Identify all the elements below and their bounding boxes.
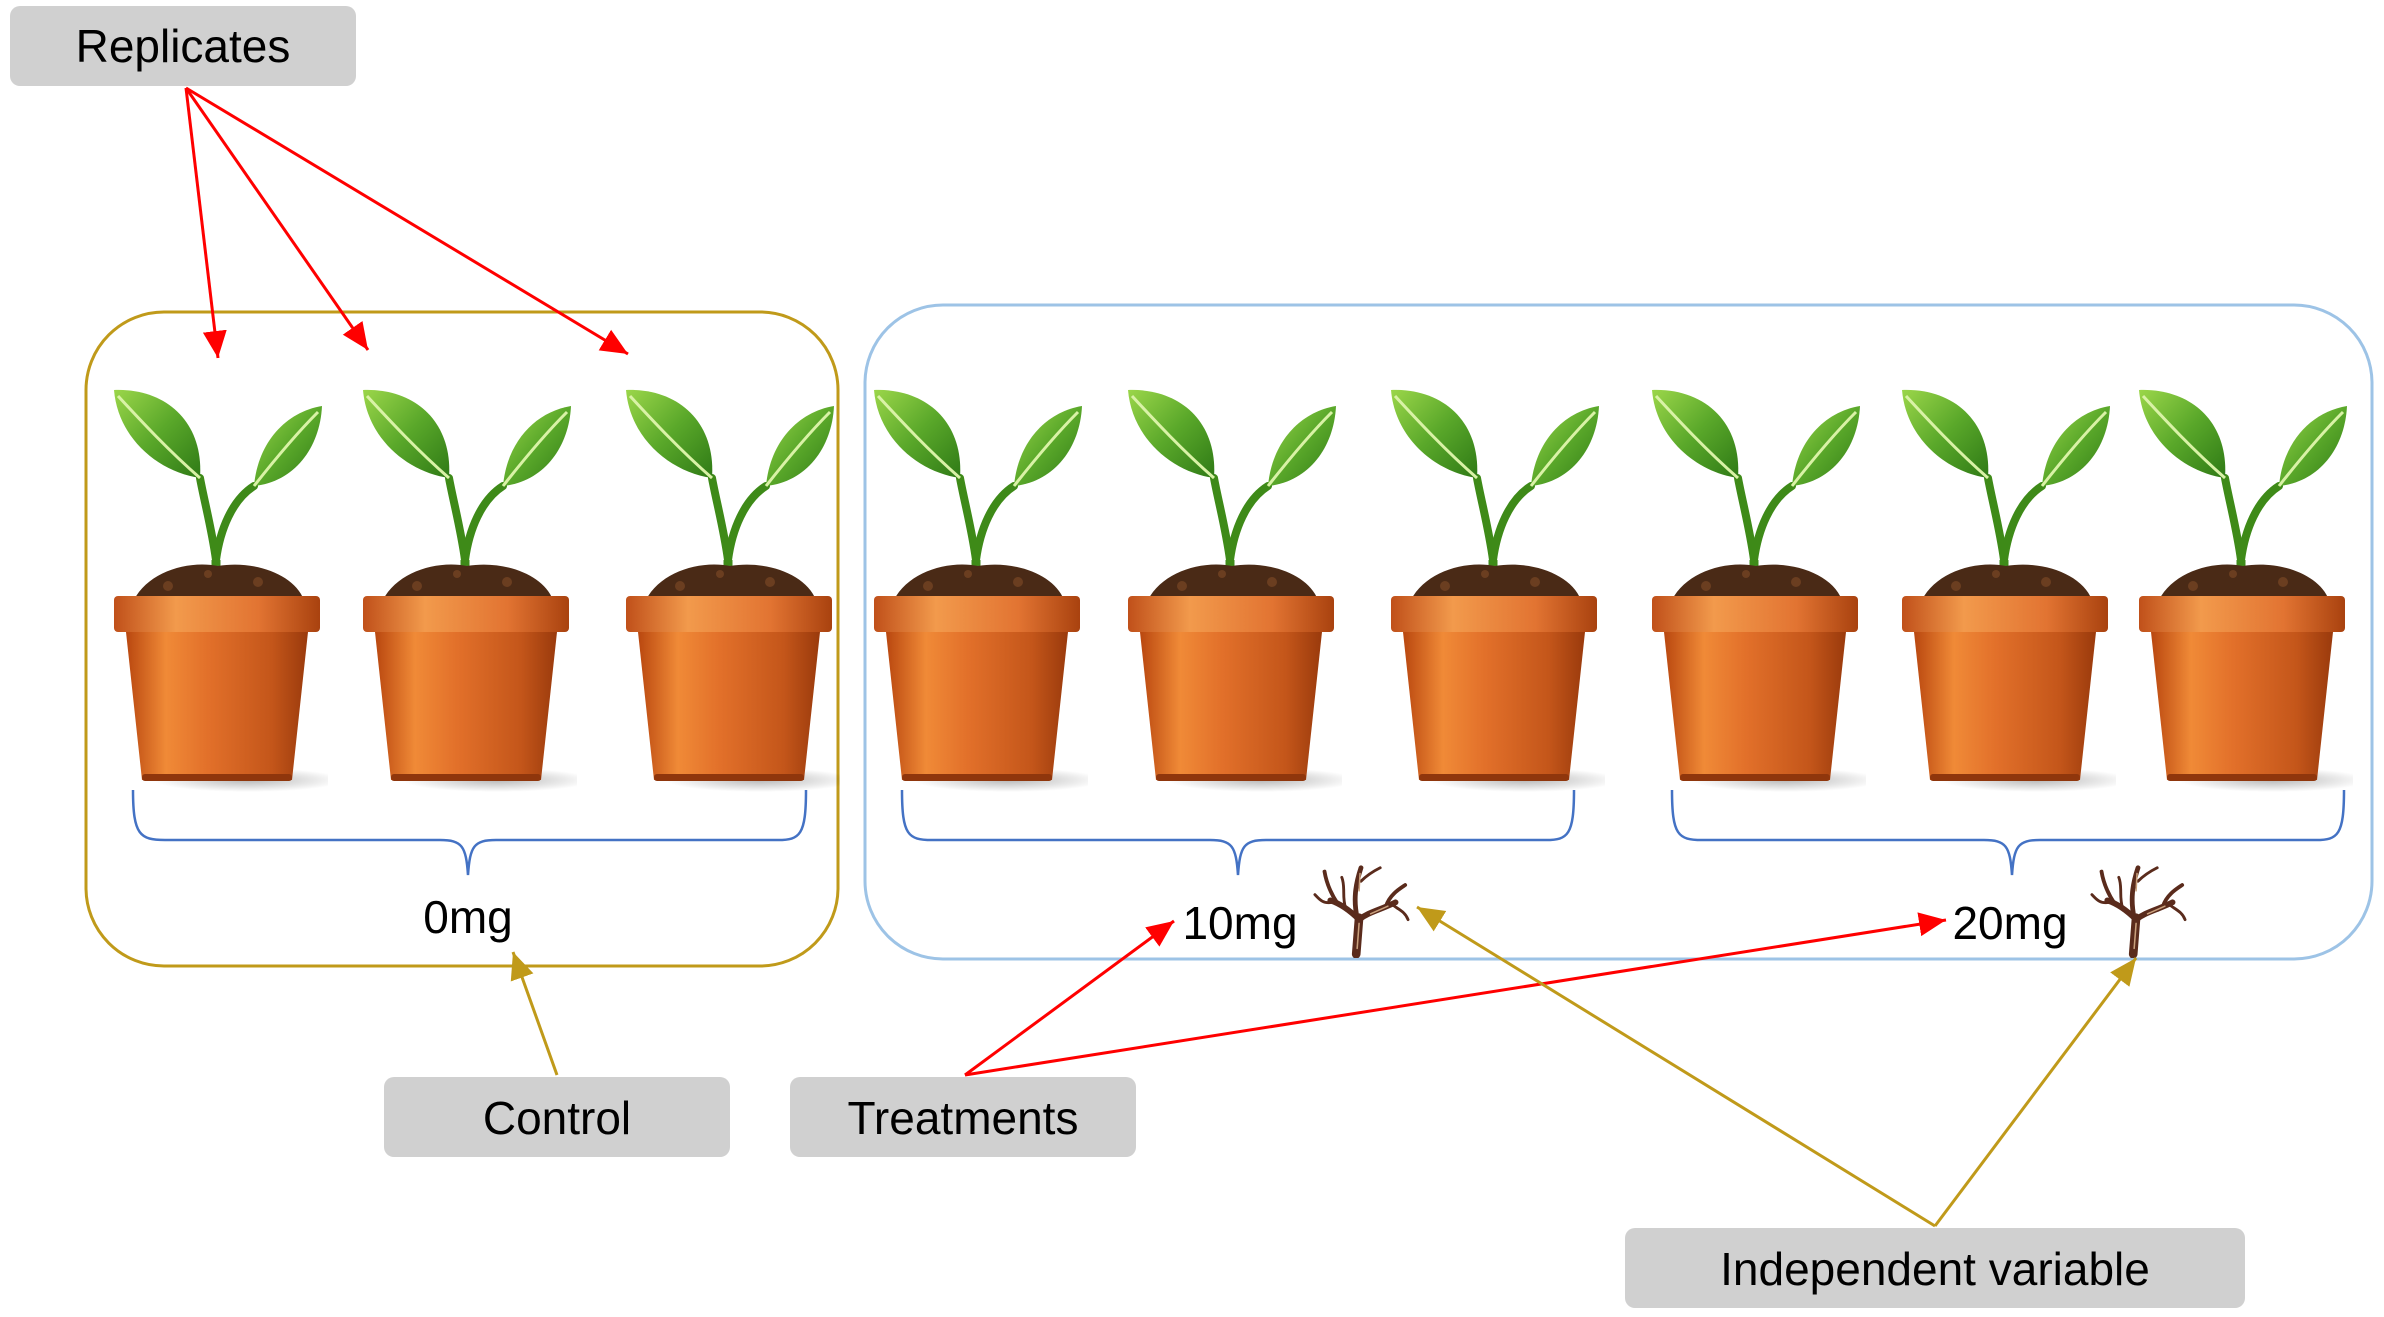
replicates-label: Replicates xyxy=(76,20,291,72)
replicates-arrow-3 xyxy=(185,86,629,356)
plants xyxy=(114,390,2368,792)
treatments-label-box: Treatments xyxy=(790,1077,1136,1157)
plant-pot-2-icon xyxy=(363,390,592,792)
independent-variable-label: Independent variable xyxy=(1720,1243,2150,1295)
treatments-label: Treatments xyxy=(848,1092,1079,1144)
plant-pot-5-icon xyxy=(1128,390,1357,792)
independent-variable-arrow-10mg xyxy=(1416,905,1936,1228)
plant-pot-7-icon xyxy=(1652,390,1881,792)
control-brace xyxy=(131,789,808,876)
dose-label-0mg: 0mg xyxy=(423,891,512,943)
control-label: Control xyxy=(483,1092,631,1144)
root-icon-10mg xyxy=(1315,868,1408,954)
replicates-arrow-1 xyxy=(184,87,227,359)
plant-pot-6-icon xyxy=(1391,390,1620,792)
independent-variable-arrow-20mg xyxy=(1933,957,2138,1227)
control-group-frame xyxy=(84,310,840,968)
control-label-box: Control xyxy=(384,1077,730,1157)
plant-pot-4-icon xyxy=(874,390,1103,792)
independent-variable-label-box: Independent variable xyxy=(1625,1228,2245,1308)
plant-pot-1-icon xyxy=(114,390,343,792)
root-icon-20mg xyxy=(2092,868,2185,954)
plant-pot-8-icon xyxy=(1902,390,2131,792)
treatment-group-frame xyxy=(863,303,2374,961)
plant-pot-9-icon xyxy=(2139,390,2368,792)
control-arrow xyxy=(510,951,559,1076)
treatments-arrow-20mg xyxy=(964,912,1947,1077)
treatment-10mg-brace xyxy=(900,789,1576,876)
treatments-arrow-10mg xyxy=(964,919,1175,1077)
dose-label-20mg: 20mg xyxy=(1952,897,2067,949)
treatment-20mg-brace xyxy=(1670,789,2346,876)
plant-pot-3-icon xyxy=(626,390,855,792)
replicates-arrow-2 xyxy=(184,87,370,351)
replicates-label-box: Replicates xyxy=(10,6,356,86)
dose-label-10mg: 10mg xyxy=(1182,897,1297,949)
